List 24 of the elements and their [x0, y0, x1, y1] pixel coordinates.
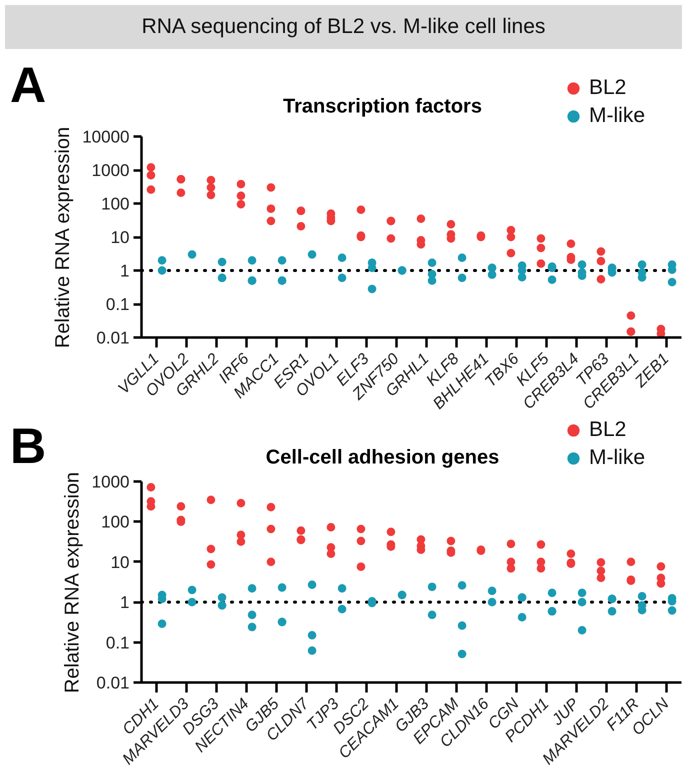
y-tick-label: 1: [120, 262, 130, 280]
y-tick-label: 0.01: [96, 328, 130, 348]
y-axis-title: Relative RNA expression: [62, 472, 84, 694]
y-tick-label: 10: [110, 552, 130, 572]
legend-label: BL2: [589, 420, 626, 443]
y-axis-title: Relative RNA expression: [52, 126, 74, 348]
y-tick-label: 1000: [92, 472, 130, 492]
y-tick-label: 0.1: [106, 295, 130, 314]
chart-title: RNA sequencing of BL2 vs. M-like cell lines: [5, 5, 682, 49]
y-tick-label: 0.1: [106, 633, 130, 652]
legend-label: M-like: [589, 103, 645, 128]
y-tick-label: 1000: [92, 161, 130, 180]
y-tick-label: 1: [120, 593, 130, 612]
y-tick-label: 100: [101, 512, 130, 532]
y-tick-label: 0.01: [96, 674, 130, 692]
y-tick-label: 10: [110, 228, 130, 247]
legend-label: M-like: [589, 445, 645, 471]
text: B: [10, 418, 46, 474]
chart-subtitle: Cell-cell adhesion genes: [266, 446, 500, 468]
y-tick-label: 10000: [82, 128, 130, 146]
y-tick-label: 100: [101, 194, 130, 214]
chart-subtitle: Transcription factors: [283, 96, 482, 118]
text: A: [10, 57, 46, 113]
legend-label: BL2: [589, 75, 626, 101]
